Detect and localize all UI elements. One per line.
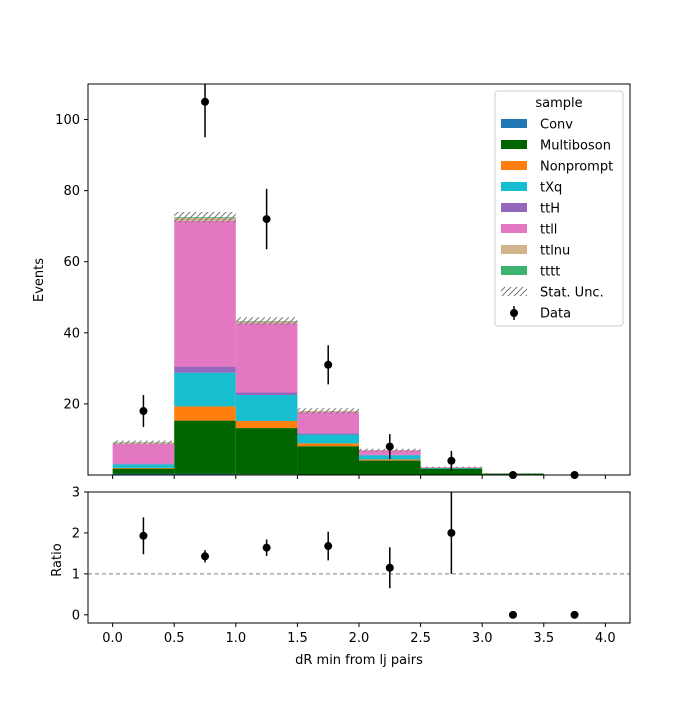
legend-data-marker bbox=[510, 309, 518, 317]
legend-swatch-ttll bbox=[501, 224, 527, 233]
bar-txq bbox=[174, 373, 236, 407]
bar-tth bbox=[174, 367, 236, 373]
ratio-y-tick-label: 1 bbox=[72, 567, 80, 582]
ratio-y-tick-label: 0 bbox=[72, 608, 80, 623]
legend-title: sample bbox=[535, 96, 582, 111]
ratio-y-tick-label: 2 bbox=[72, 526, 80, 541]
legend-label-tth: ttH bbox=[540, 202, 560, 217]
ratio-point bbox=[447, 529, 455, 537]
data-point bbox=[447, 457, 455, 465]
y-tick-label: 20 bbox=[63, 397, 80, 412]
data-point bbox=[263, 215, 271, 223]
main-y-ticks: 20 40 60 80 100 bbox=[55, 113, 88, 412]
legend-swatch-conv bbox=[501, 119, 527, 128]
legend-label-txq: tXq bbox=[540, 181, 562, 196]
stat-unc-band bbox=[113, 441, 175, 445]
data-point bbox=[201, 98, 209, 106]
legend-swatch-multiboson bbox=[501, 140, 527, 149]
ratio-point bbox=[263, 544, 271, 552]
legend-label-multiboson: Multiboson bbox=[540, 139, 611, 154]
bar-ttll bbox=[113, 444, 175, 464]
y-tick-label: 80 bbox=[63, 184, 80, 199]
data-point bbox=[139, 407, 147, 415]
bar-nonprompt bbox=[359, 460, 421, 461]
x-tick-label: 4.0 bbox=[595, 631, 616, 646]
stat-unc-band bbox=[297, 408, 359, 414]
bar-tth bbox=[297, 433, 359, 434]
legend-label-nonprompt: Nonprompt bbox=[540, 160, 613, 175]
legend: sample Conv Multiboson Nonprompt tXq ttH ttll… bbox=[495, 91, 623, 326]
bar-ttll bbox=[297, 412, 359, 433]
x-tick-label: 1.5 bbox=[287, 631, 308, 646]
bar-txq bbox=[113, 464, 175, 468]
legend-swatch-tth bbox=[501, 203, 527, 212]
bar-multiboson bbox=[174, 421, 236, 474]
x-tick-label: 3.0 bbox=[472, 631, 493, 646]
legend-swatch-tttt bbox=[501, 266, 527, 275]
bar-txq bbox=[236, 395, 298, 421]
legend-label-ttlnu: ttlnu bbox=[540, 244, 570, 259]
bar-ttll bbox=[174, 221, 236, 367]
stat-unc-band bbox=[236, 317, 298, 325]
ratio-point bbox=[324, 542, 332, 550]
legend-label-data: Data bbox=[540, 307, 571, 322]
ratio-y-ticks: 0 1 2 3 bbox=[72, 486, 88, 624]
ratio-point bbox=[201, 552, 209, 560]
data-point bbox=[386, 443, 394, 451]
ratio-point bbox=[386, 564, 394, 572]
ratio-points bbox=[139, 492, 578, 619]
ratio-point bbox=[571, 611, 579, 619]
legend-swatch-ttlnu bbox=[501, 245, 527, 254]
ratio-plot-frame bbox=[88, 492, 630, 623]
bar-tth bbox=[236, 393, 298, 395]
legend-label-ttll: ttll bbox=[540, 223, 557, 238]
bar-nonprompt bbox=[113, 468, 175, 469]
legend-label-stat-unc: Stat. Unc. bbox=[540, 286, 604, 301]
x-tick-label: 1.0 bbox=[225, 631, 246, 646]
main-x-ticks bbox=[113, 475, 606, 479]
y-tick-label: 60 bbox=[63, 255, 80, 270]
x-axis-label: dR min from lj pairs bbox=[295, 653, 423, 668]
ratio-y-axis-label: Ratio bbox=[50, 543, 65, 576]
y-tick-label: 40 bbox=[63, 326, 80, 341]
ratio-point bbox=[139, 532, 147, 540]
bar-nonprompt bbox=[297, 443, 359, 446]
x-tick-label: 3.5 bbox=[533, 631, 554, 646]
data-point bbox=[324, 361, 332, 369]
x-tick-label: 2.0 bbox=[349, 631, 370, 646]
ratio-x-ticks: 0.0 0.5 1.0 1.5 2.0 2.5 3.0 3.5 4.0 bbox=[102, 623, 615, 646]
bar-multiboson bbox=[359, 461, 421, 475]
bar-nonprompt bbox=[174, 406, 236, 420]
x-tick-label: 0.5 bbox=[164, 631, 185, 646]
ratio-point bbox=[509, 611, 517, 619]
bar-multiboson bbox=[236, 428, 298, 474]
ratio-panel: 0 1 2 3 0.0 0.5 1.0 1.5 2.0 2.5 3.0 3.5 4.0 Ratio d… bbox=[50, 486, 630, 669]
bar-multiboson bbox=[113, 469, 175, 474]
ratio-y-tick-label: 3 bbox=[72, 486, 80, 501]
x-tick-label: 0.0 bbox=[102, 631, 123, 646]
y-tick-label: 100 bbox=[55, 113, 80, 128]
legend-swatch-nonprompt bbox=[501, 161, 527, 170]
legend-label-conv: Conv bbox=[540, 118, 573, 133]
x-tick-label: 2.5 bbox=[410, 631, 431, 646]
bar-multiboson bbox=[297, 446, 359, 474]
bar-tth bbox=[113, 464, 175, 465]
bar-txq bbox=[297, 434, 359, 443]
legend-swatch-stat-unc bbox=[501, 287, 527, 296]
bar-nonprompt bbox=[236, 421, 298, 428]
legend-label-tttt: tttt bbox=[540, 265, 560, 280]
main-y-axis-label: Events bbox=[32, 258, 47, 302]
bar-ttll bbox=[236, 323, 298, 392]
stat-unc-band bbox=[174, 212, 236, 223]
legend-swatch-txq bbox=[501, 182, 527, 191]
